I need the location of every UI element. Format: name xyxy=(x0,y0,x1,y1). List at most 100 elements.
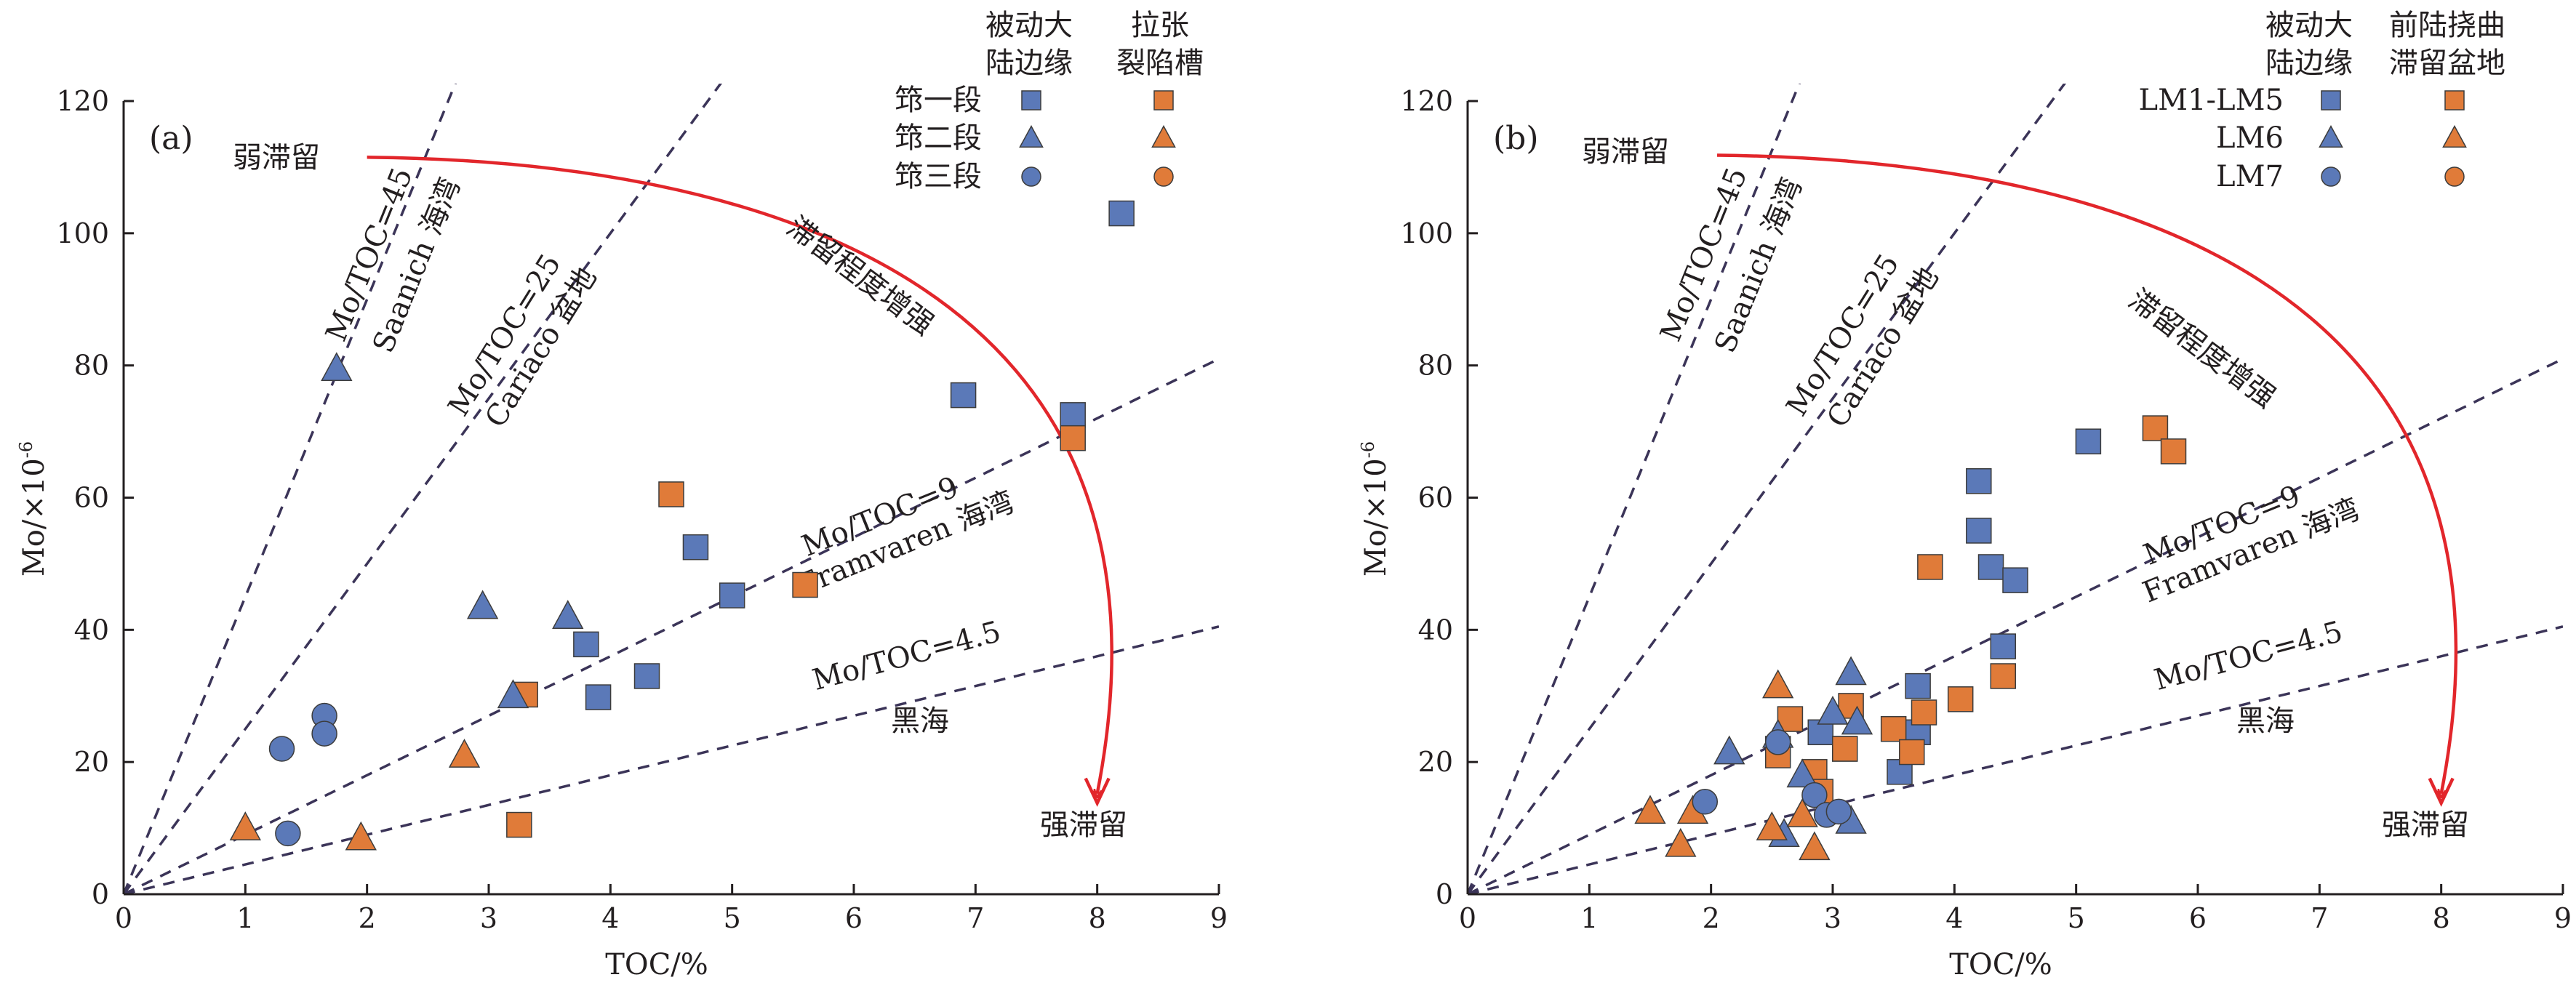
retention-arrowhead xyxy=(2428,777,2455,807)
legend-header: 陆边缘 xyxy=(985,47,1073,80)
series-square-blue xyxy=(573,200,1135,710)
legend-header: 拉张 xyxy=(1131,9,1189,42)
x-tick-label: 8 xyxy=(1089,902,1106,934)
x-tick-label: 9 xyxy=(2554,902,2572,934)
data-point xyxy=(229,811,261,840)
weak-retention-label: 弱滞留 xyxy=(1582,135,1669,169)
legend-header: 陆边缘 xyxy=(2265,47,2353,80)
panel-tag: (b) xyxy=(1493,120,1539,157)
data-point xyxy=(1835,656,1867,686)
retention-arrowhead xyxy=(1084,777,1111,807)
data-point xyxy=(466,590,499,619)
data-point xyxy=(1966,518,1992,544)
data-point xyxy=(1786,798,1818,827)
y-tick-label: 80 xyxy=(1418,350,1453,382)
series-square-orange xyxy=(1764,415,2187,805)
y-tick-label: 100 xyxy=(56,217,109,249)
data-point xyxy=(1108,200,1135,227)
x-tick-label: 2 xyxy=(1703,902,1720,934)
data-point xyxy=(1841,705,1873,735)
x-tick-label: 0 xyxy=(1459,902,1476,934)
legend-marker-blue xyxy=(2321,90,2341,111)
data-point xyxy=(1825,798,1852,825)
data-point xyxy=(2002,567,2028,593)
series-circle-blue xyxy=(1692,729,1852,828)
legend-marker-orange xyxy=(2444,90,2465,111)
guide-line-1 xyxy=(124,84,723,894)
legend-header: 被动大 xyxy=(2265,9,2353,42)
data-point xyxy=(1977,554,2004,580)
y-tick-label: 40 xyxy=(74,614,109,646)
series-triangle-orange xyxy=(229,739,481,851)
data-point xyxy=(1764,729,1791,755)
x-tick-label: 1 xyxy=(1580,902,1598,934)
data-point xyxy=(658,481,684,507)
x-tick-label: 4 xyxy=(601,902,619,934)
data-point xyxy=(1966,468,1992,494)
guide-lines xyxy=(1468,84,2563,894)
guide-lines xyxy=(124,84,1219,894)
x-axis-label: TOC/% xyxy=(1949,948,2052,981)
legend-header: 被动大 xyxy=(985,9,1073,42)
legend-header: 前陆挠曲 xyxy=(2389,9,2505,42)
data-point xyxy=(1634,795,1666,824)
x-tick-label: 3 xyxy=(480,902,497,934)
data-point xyxy=(1899,739,1925,766)
data-point xyxy=(1756,811,1788,840)
data-point xyxy=(719,582,745,609)
legend-marker-orange xyxy=(1151,125,1176,148)
y-tick-label: 0 xyxy=(1436,878,1453,910)
x-tick-label: 6 xyxy=(845,902,863,934)
y-tick-label: 120 xyxy=(1400,85,1453,117)
strong-retention-label: 强滞留 xyxy=(2382,808,2469,842)
legend-row-label: LM1-LM5 xyxy=(2139,84,2284,117)
x-tick-label: 4 xyxy=(1945,902,1963,934)
data-point xyxy=(573,631,599,658)
x-tick-label: 7 xyxy=(967,902,984,934)
legend-row-label: LM7 xyxy=(2216,160,2284,193)
x-tick-label: 3 xyxy=(1824,902,1841,934)
data-point xyxy=(1762,669,1794,699)
guide-line-3 xyxy=(124,625,1219,894)
data-point xyxy=(1917,554,1943,580)
x-tick-label: 5 xyxy=(2068,902,2085,934)
retention-arrow xyxy=(1717,153,2458,794)
data-point xyxy=(268,736,295,762)
legend-marker-blue xyxy=(1021,166,1041,187)
data-point xyxy=(1786,758,1818,788)
y-tick-label: 40 xyxy=(1418,614,1453,646)
x-tick-label: 8 xyxy=(2433,902,2450,934)
legend-marker-orange xyxy=(1153,90,1174,111)
data-point xyxy=(1947,686,1974,712)
legend-marker-orange xyxy=(2442,125,2467,148)
x-tick-label: 0 xyxy=(115,902,132,934)
data-point xyxy=(552,600,584,629)
data-point xyxy=(321,352,353,382)
data-point xyxy=(792,571,818,598)
legend-marker-orange xyxy=(2444,166,2465,187)
data-point xyxy=(275,820,301,847)
data-point xyxy=(311,720,337,747)
legend-row-label: 筇三段 xyxy=(895,160,982,193)
data-point xyxy=(1692,788,1719,815)
guide-line-3 xyxy=(1468,625,2563,894)
data-point xyxy=(2142,415,2169,441)
data-point xyxy=(1665,827,1697,857)
data-point xyxy=(1799,831,1831,861)
data-point xyxy=(1880,715,1907,742)
weak-retention-label: 弱滞留 xyxy=(233,141,320,174)
data-point xyxy=(1990,663,2017,689)
x-tick-label: 9 xyxy=(1210,902,1228,934)
data-point xyxy=(1831,736,1858,762)
legend-marker-blue xyxy=(1021,90,1041,111)
data-point xyxy=(448,739,481,768)
x-axis-label: TOC/% xyxy=(605,948,708,981)
data-point xyxy=(1801,782,1828,808)
y-axis-label-superscript: -6 xyxy=(16,441,36,458)
y-tick-label: 100 xyxy=(1400,217,1453,249)
data-point xyxy=(585,684,612,710)
legend-marker-blue xyxy=(2319,125,2343,148)
y-axis-label: Mo/×10-6 xyxy=(16,441,51,577)
guide-sublabel-3: 黑海 xyxy=(891,704,949,738)
